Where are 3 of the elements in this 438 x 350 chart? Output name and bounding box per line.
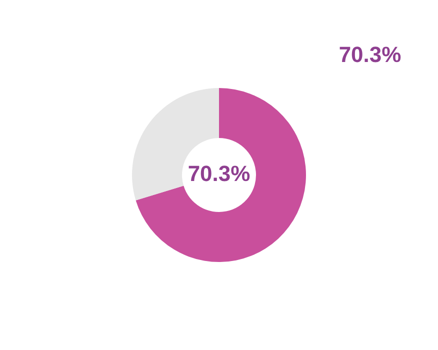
text: 70.3% <box>188 161 250 186</box>
text: 70.3% <box>338 42 402 67</box>
donut-slice <box>136 88 306 262</box>
